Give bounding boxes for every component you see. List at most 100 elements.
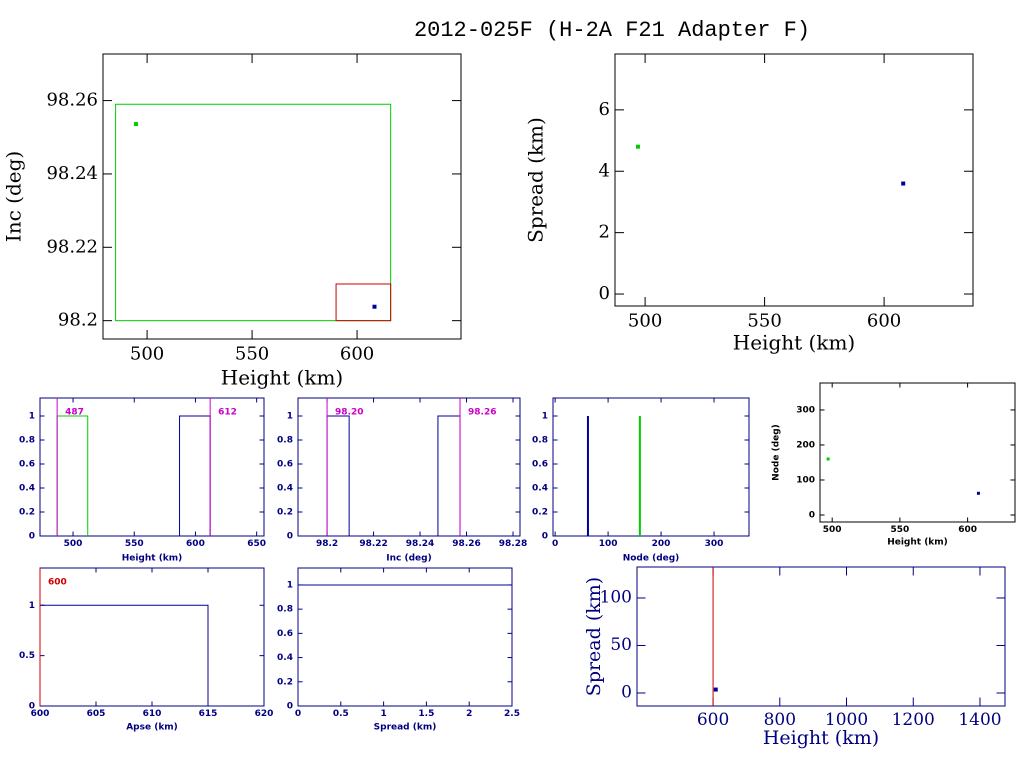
x-tick-label: 600 [186, 539, 205, 549]
point [133, 122, 138, 127]
histogram-bar [56, 415, 89, 536]
y-axis-label: Inc (deg) [2, 151, 26, 242]
x-axis-label: Apse (km) [126, 723, 178, 733]
x-tick-label: 610 [143, 709, 162, 719]
x-axis-label: Height (km) [221, 366, 343, 390]
point [635, 144, 640, 149]
x-axis-label: Inc (deg) [386, 554, 431, 564]
y-tick-label: 4 [599, 160, 610, 181]
plot-frame [819, 382, 1016, 523]
y-tick-label: 0 [29, 532, 35, 542]
y-axis-label: Spread (km) [524, 117, 548, 243]
plot-frame [552, 397, 750, 537]
range-box [115, 103, 392, 322]
y-tick-label: 0.6 [532, 460, 548, 470]
x-tick-label: 600 [697, 710, 729, 730]
x-tick-label: 0 [295, 709, 301, 719]
y-tick-label: 100 [796, 475, 815, 485]
x-tick-label: 605 [87, 709, 106, 719]
y-tick-label: 0.6 [277, 460, 293, 470]
plot-frame [297, 567, 513, 707]
x-tick-label: 1200 [892, 710, 935, 730]
x-tick-label: 550 [125, 539, 144, 549]
plot-frame [614, 53, 974, 307]
x-tick-label: 1.5 [418, 709, 434, 719]
y-tick-label: 100 [600, 587, 632, 607]
y-tick-label: 0.4 [19, 484, 35, 494]
y-tick-label: 0.4 [532, 484, 548, 494]
y-tick-label: 0.2 [19, 508, 35, 518]
y-tick-label: 0.6 [277, 629, 293, 639]
x-tick-label: 300 [705, 539, 724, 549]
y-tick-label: 0 [809, 510, 815, 520]
x-tick-label: 550 [235, 343, 269, 364]
x-tick-label: 2 [466, 709, 472, 719]
y-tick-label: 0.4 [277, 484, 293, 494]
y-tick-label: 98.24 [46, 163, 98, 184]
point [713, 687, 718, 692]
y-tick-label: 0.8 [532, 436, 548, 446]
x-axis-label: Node (deg) [623, 554, 680, 564]
marker-label: 600 [48, 578, 67, 588]
y-tick-label: 0.2 [277, 677, 293, 687]
plot-frame [102, 53, 462, 340]
y-tick-label: 2 [599, 222, 610, 243]
x-tick-label: 500 [628, 310, 662, 331]
histogram-bar [179, 415, 211, 536]
plot-frame [39, 397, 265, 537]
x-tick-label: 600 [867, 310, 901, 331]
y-tick-label: 6 [599, 99, 610, 120]
y-tick-label: 0 [542, 532, 548, 542]
x-axis-label: Height (km) [763, 727, 879, 749]
y-tick-label: 1 [29, 601, 35, 611]
x-axis-label: Height (km) [122, 554, 183, 564]
y-tick-label: 0.2 [532, 508, 548, 518]
x-axis-label: Height (km) [887, 538, 948, 548]
y-tick-label: 0.8 [19, 436, 35, 446]
y-tick-label: 200 [796, 440, 815, 450]
x-tick-label: 0 [552, 539, 558, 549]
y-axis-label: Node (deg) [772, 424, 782, 481]
y-tick-label: 0 [287, 702, 293, 712]
marker-label: 98.26 [468, 408, 496, 418]
histogram-bar [437, 415, 461, 536]
x-tick-label: 550 [747, 310, 781, 331]
x-tick-label: 1400 [958, 710, 1001, 730]
plot-frame [297, 397, 521, 537]
x-tick-label: 1 [380, 709, 386, 719]
marker-label: 612 [218, 408, 237, 418]
histogram-bar [297, 584, 513, 706]
y-tick-label: 1 [287, 580, 293, 590]
y-tick-label: 0 [621, 682, 632, 702]
range-box [335, 283, 392, 322]
x-tick-label: 615 [199, 709, 218, 719]
y-tick-label: 50 [610, 635, 632, 655]
x-tick-label: 600 [31, 709, 50, 719]
x-tick-label: 500 [64, 539, 83, 549]
page-title: 2012-025F (H-2A F21 Adapter F) [414, 18, 810, 43]
y-tick-label: 0.8 [277, 605, 293, 615]
x-tick-label: 200 [652, 539, 671, 549]
x-tick-label: 500 [823, 525, 842, 535]
y-tick-label: 98.26 [46, 90, 98, 111]
x-axis-label: Height (km) [733, 331, 855, 355]
y-tick-label: 0.2 [277, 508, 293, 518]
y-tick-label: 0 [287, 532, 293, 542]
x-tick-label: 2.5 [504, 709, 520, 719]
plot-frame [636, 566, 1006, 707]
x-tick-label: 650 [247, 539, 266, 549]
histogram-bar [326, 415, 350, 536]
plot-frame [39, 567, 265, 707]
y-tick-label: 98.2 [58, 310, 98, 331]
y-tick-label: 1 [287, 412, 293, 422]
point [372, 304, 377, 309]
x-tick-label: 98.22 [359, 539, 387, 549]
x-tick-label: 500 [130, 343, 164, 364]
x-tick-label: 800 [764, 710, 796, 730]
y-tick-label: 0.6 [19, 460, 35, 470]
y-tick-label: 98.22 [46, 236, 98, 257]
y-tick-label: 0 [599, 283, 610, 304]
x-tick-label: 98.26 [452, 539, 480, 549]
